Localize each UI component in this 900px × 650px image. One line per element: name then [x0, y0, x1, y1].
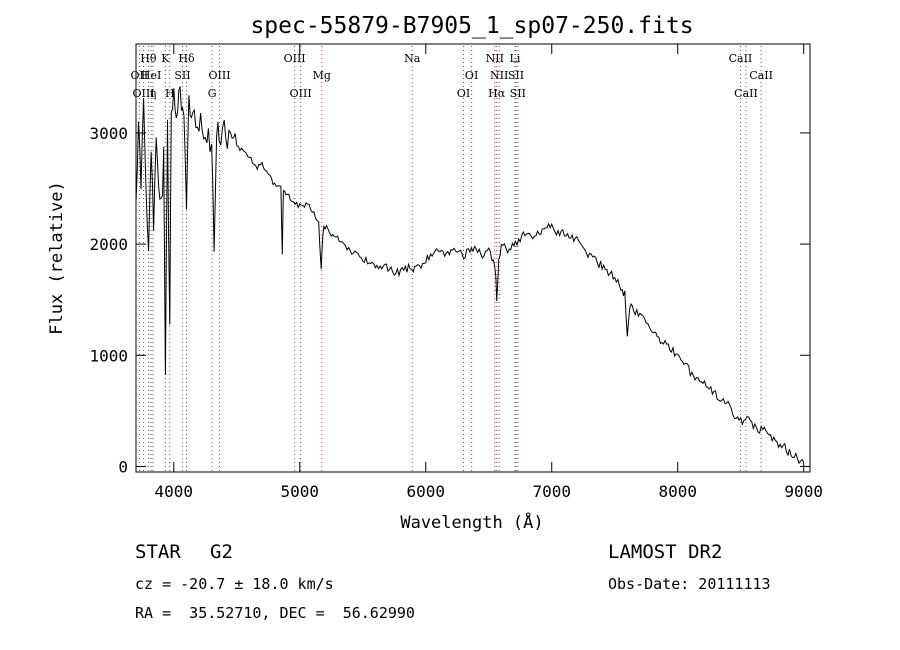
plot-frame [135, 43, 811, 473]
y-axis-label: Flux (relative) [47, 181, 67, 335]
spectral-line-label: Li [510, 52, 521, 65]
x-tick-label: 4000 [155, 482, 194, 501]
x-tick-label: 6000 [406, 482, 445, 501]
spectral-line-label: SII [508, 69, 524, 82]
spectral-line-label: CaII [749, 69, 773, 82]
y-tick-label: 2000 [89, 235, 128, 254]
chart-title: spec-55879-B7905_1_sp07-250.fits [250, 13, 693, 39]
observation-date: Obs-Date: 20111113 [608, 575, 771, 593]
spectral-line-label: Hδ [178, 52, 195, 65]
spectral-line-label: CaII [729, 52, 753, 65]
spectral-line-label: OIII [208, 69, 230, 82]
star-class-label: STAR [135, 541, 181, 563]
spectral-line-label: SII [510, 87, 526, 100]
spectral-line-label: K [161, 52, 170, 65]
spectral-line-label: OIII [284, 52, 306, 65]
x-tick-label: 8000 [658, 482, 697, 501]
survey-label: LAMOST DR2 [608, 541, 723, 563]
y-tick-label: 0 [118, 457, 128, 476]
axis-ticks: 4000 5000 6000 7000 8000 9000 0 1000 2000 3000 [89, 44, 823, 501]
x-tick-label: 5000 [281, 482, 320, 501]
spectral-line-markers: HθOIIOIIIHeIηKSIIHHδOIIIGOIIIOIIIMgNaOIO… [131, 46, 773, 472]
spectral-line-label: G [208, 87, 217, 100]
spectral-line-label: CaII [734, 87, 758, 100]
spectral-line-label: SII [174, 69, 190, 82]
spectral-line-label: NII [490, 69, 508, 82]
spectral-line-label: OIII [290, 87, 312, 100]
star-subclass-label: G2 [210, 541, 233, 563]
spectral-line-label: H [165, 87, 175, 100]
x-axis-label: Wavelength (Å) [400, 511, 543, 533]
spectral-line-label: Mg [313, 69, 331, 82]
redshift-cz: cz = -20.7 ± 18.0 km/s [135, 575, 334, 593]
y-tick-label: 1000 [89, 346, 128, 365]
y-tick-label: 3000 [89, 124, 128, 143]
spectral-line-label: Hθ [140, 52, 157, 65]
spectral-line-label: Na [404, 52, 421, 65]
x-tick-label: 9000 [784, 482, 823, 501]
ra-dec-coordinates: RA = 35.52710, DEC = 56.62990 [135, 604, 415, 622]
spectrum-series-line [135, 86, 805, 465]
spectral-line-label: η [150, 87, 157, 100]
spectral-line-label: OIII [133, 87, 155, 100]
spectral-line-label: OI [457, 87, 470, 100]
spectral-line-label: OI [465, 69, 478, 82]
spectral-line-label: Hα [488, 87, 506, 100]
x-tick-label: 7000 [532, 482, 571, 501]
spectral-line-label: NII [486, 52, 504, 65]
spectral-line-label: HeI [141, 69, 161, 82]
